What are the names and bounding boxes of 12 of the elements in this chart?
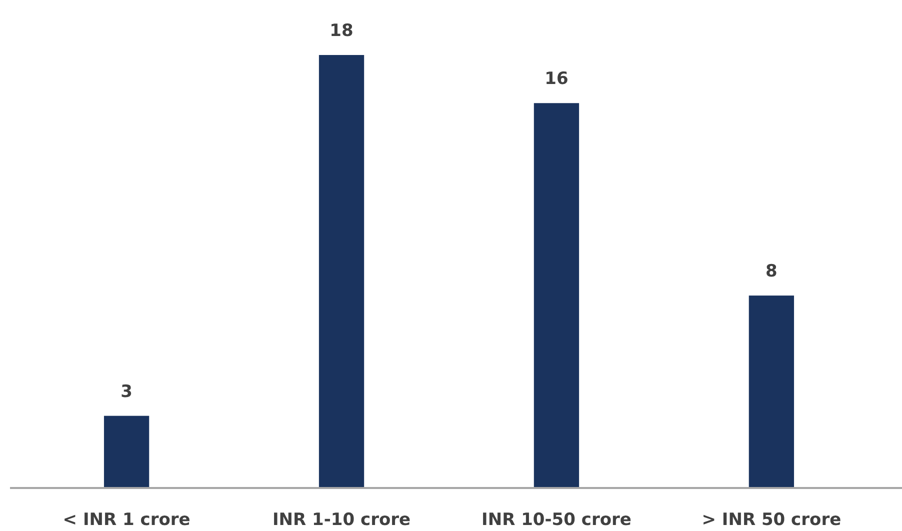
data-label: 16 [544,69,568,90]
data-label: 3 [120,382,132,402]
bar [534,103,580,488]
bar [104,416,150,488]
x-tick-label: > INR 50 crore [702,510,842,530]
x-tick-label: INR 1-10 crore [272,510,411,530]
data-label: 18 [330,21,354,41]
x-tick-label: INR 10-50 crore [482,510,632,530]
data-label: 8 [766,262,778,282]
bar [318,55,364,488]
bar [748,296,794,488]
x-tick-label: < INR 1 crore [62,510,190,530]
